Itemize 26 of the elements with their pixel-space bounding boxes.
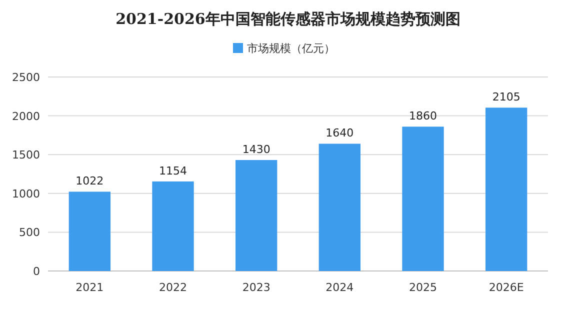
x-tick-label: 2021 [76,281,104,294]
y-tick-label: 2500 [12,71,40,84]
data-label: 1022 [76,174,104,188]
x-tick-label: 2023 [242,281,270,294]
y-tick-label: 500 [19,226,40,240]
bar [318,144,360,271]
x-tick-label: 2024 [326,281,354,294]
data-label: 2105 [492,90,520,104]
bar [236,160,278,271]
y-tick-label: 1500 [12,148,40,162]
x-tick-label: 2022 [159,281,187,294]
bar [68,192,110,271]
x-tick-label: 2026E [488,281,524,294]
y-tick-label: 2000 [12,110,40,123]
bar [402,126,444,271]
data-label: 1640 [326,126,354,140]
x-tick-label: 2025 [409,281,437,294]
bar [486,108,528,271]
legend-label: 市场规模（亿元） [247,42,335,55]
data-label: 1154 [159,164,187,178]
bar [152,181,194,271]
y-tick-label: 1000 [12,187,40,200]
data-label: 1430 [242,143,270,156]
data-label: 1860 [409,110,437,123]
y-tick-label: 0 [33,265,40,278]
chart-title: 2021-2026年中国智能传感器市场规模趋势预测图 [116,10,460,28]
